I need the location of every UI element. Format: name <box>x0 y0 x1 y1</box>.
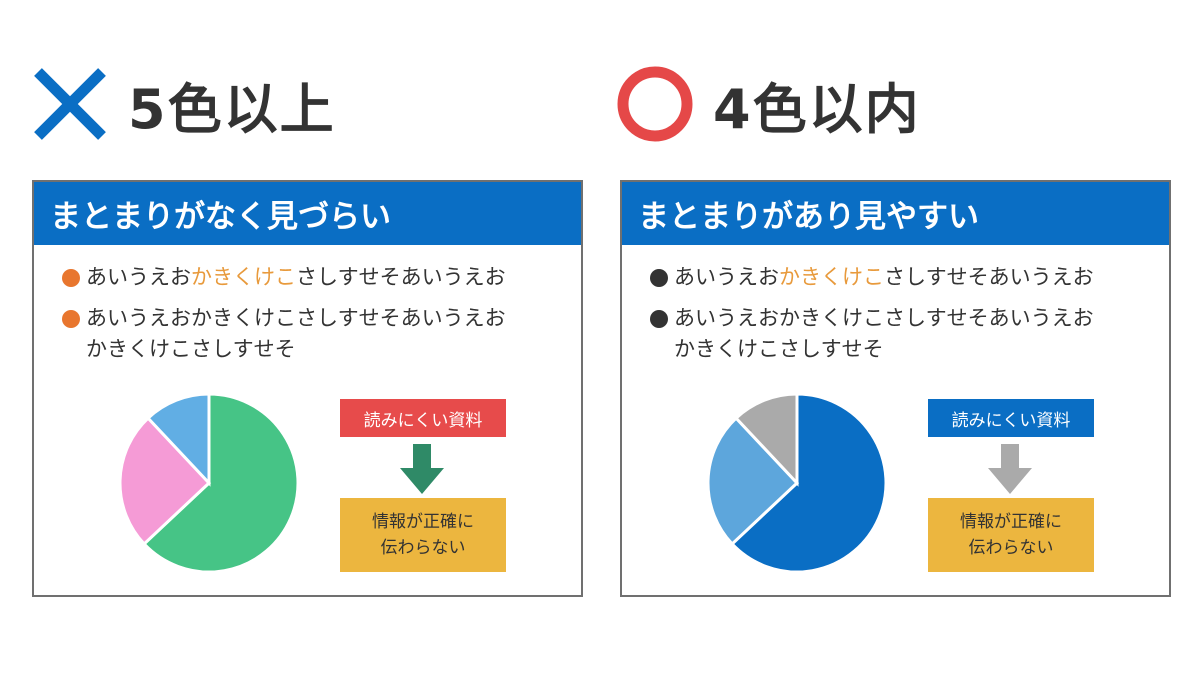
bullet-dot-icon <box>650 269 668 287</box>
result-text: 情報が正確に <box>372 512 474 532</box>
bullet-text: かきくけこさしすせそ <box>86 337 296 361</box>
bullet-dot-icon <box>62 269 80 287</box>
pie-slice-3 <box>145 392 211 487</box>
pie-slice-1 <box>141 392 300 574</box>
highlighted-text: かきくけこ <box>779 265 884 289</box>
bullet-text: あいうえおかきくけこさしすせそあいうえお <box>674 306 1094 330</box>
pie-slice-2 <box>706 416 800 547</box>
highlighted-text: かきくけこ <box>191 265 296 289</box>
pie-slice-1 <box>729 392 888 574</box>
panel-title: まとまりがあり見やすい <box>622 182 1169 245</box>
pie-slice-3 <box>733 392 799 487</box>
label-box: 読みにくい資料 <box>928 399 1094 437</box>
left-heading: 5色以上 <box>30 64 336 144</box>
bullet-text: あいうえおかきくけこさしすせそあいうえお <box>86 306 506 330</box>
result-text: 伝わらない <box>380 538 466 558</box>
result-text: 伝わらない <box>968 538 1054 558</box>
bullet-text: かきくけこさしすせそ <box>674 337 884 361</box>
bullet-text: あいうえお <box>674 265 779 289</box>
list-item: あいうえおかきくけこさしすせそあいうえお かきくけこさしすせそ <box>650 303 1149 365</box>
pie-chart <box>706 392 888 574</box>
list-item: あいうえおかきくけこさしすせそあいうえお かきくけこさしすせそ <box>62 303 561 365</box>
panel-title: まとまりがなく見づらい <box>34 182 581 245</box>
list-item: あいうえおかきくけこさしすせそあいうえお <box>62 262 561 293</box>
bullet-list: あいうえおかきくけこさしすせそあいうえお あいうえおかきくけこさしすせそあいうえ… <box>62 262 561 375</box>
list-item: あいうえおかきくけこさしすせそあいうえお <box>650 262 1149 293</box>
cross-icon <box>34 68 106 140</box>
bullet-text: あいうえお <box>86 265 191 289</box>
bullet-text: さしすせそあいうえお <box>296 265 506 289</box>
left-heading-text: 5色以上 <box>128 77 336 141</box>
pie-slice-2 <box>118 416 212 547</box>
bullet-list: あいうえおかきくけこさしすせそあいうえお あいうえおかきくけこさしすせそあいうえ… <box>650 262 1149 375</box>
result-box: 情報が正確に 伝わらない <box>340 498 506 572</box>
circle-icon <box>617 66 693 142</box>
result-box: 情報が正確に 伝わらない <box>928 498 1094 572</box>
good-example-panel: まとまりがあり見やすい あいうえおかきくけこさしすせそあいうえお あいうえおかき… <box>620 180 1171 597</box>
right-heading-text: 4色以内 <box>713 77 921 141</box>
arrow-down-icon <box>988 444 1032 494</box>
bad-example-panel: まとまりがなく見づらい あいうえおかきくけこさしすせそあいうえお あいうえおかき… <box>32 180 583 597</box>
bullet-text: さしすせそあいうえお <box>884 265 1094 289</box>
pie-chart <box>118 392 300 574</box>
bullet-dot-icon <box>650 310 668 328</box>
label-box: 読みにくい資料 <box>340 399 506 437</box>
bullet-dot-icon <box>62 310 80 328</box>
right-heading: 4色以内 <box>615 64 921 144</box>
arrow-down-icon <box>400 444 444 494</box>
result-text: 情報が正確に <box>960 512 1062 532</box>
